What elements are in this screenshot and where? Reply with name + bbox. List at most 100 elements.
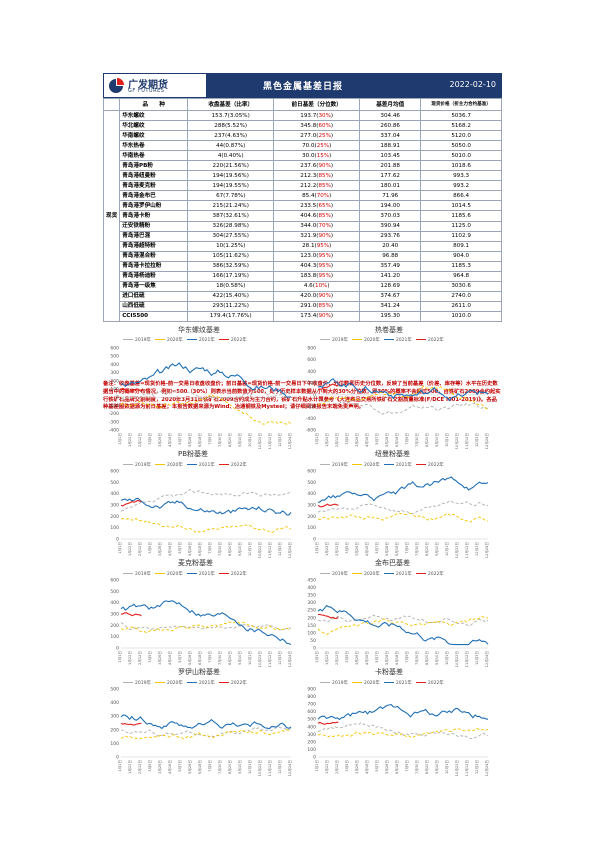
y-tick-label: 0 <box>313 537 316 543</box>
chart-title: 麦克粉基差 <box>178 559 213 567</box>
chart-title: 华东螺纹基差 <box>178 326 220 334</box>
y-tick-label: 500 <box>307 480 316 486</box>
x-tick-label: 12月3日 <box>474 433 479 447</box>
x-tick-label: 9月10日 <box>237 542 242 556</box>
row-prev-basis: 233.5(65%) <box>273 200 361 212</box>
table-header-row: 品 种 收盘基差（比率） 前日基差（分位数） 基差月均值 现货价格（折主力合约基… <box>102 98 502 111</box>
y-tick-label: 600 <box>307 469 316 475</box>
x-tick-label: 3月5日 <box>147 760 152 772</box>
y-tick-label: 400 <box>307 585 316 591</box>
series-line-2021年 <box>120 497 292 516</box>
x-tick-label: 7月30日 <box>217 760 222 774</box>
series-line-2020年 <box>317 616 489 636</box>
x-tick-label: 5月28日 <box>187 651 192 665</box>
legend-item: 2022年 <box>415 337 444 343</box>
y-tick-label: 200 <box>307 739 316 745</box>
table-header-cell: 现货价格（折主力合约基准） <box>420 98 502 111</box>
x-tick-label: 3月26日 <box>157 542 162 556</box>
row-spot-price: 1010.0 <box>420 310 502 322</box>
row-basis: 67(7.78%) <box>187 190 275 202</box>
y-tick-label: 600 <box>110 469 119 475</box>
table-side-label: 现货 <box>102 110 121 322</box>
table-row: CCI5500 179.4(17.76%) 173.4(90%) 195.30 1010… <box>104 310 502 322</box>
row-monthly-avg: 337.04 <box>359 130 422 142</box>
row-monthly-avg: 201.88 <box>359 160 422 172</box>
x-tick-label: 4月16日 <box>364 651 369 665</box>
legend-item: 2021年 <box>383 462 412 468</box>
prev-value: 85.4 <box>302 192 315 199</box>
y-tick-label: 300 <box>110 370 119 376</box>
percentile: 90% <box>318 162 331 169</box>
row-prev-basis: 4.6(10%) <box>273 280 361 292</box>
x-tick-label: 1月1日 <box>117 433 122 445</box>
x-tick-label: 10月22日 <box>454 433 459 449</box>
y-tick-label: 100 <box>110 387 119 393</box>
row-prev-basis: 212.2(85%) <box>273 180 361 192</box>
y-tick-label: 600 <box>110 578 119 584</box>
legend-item: 2022年 <box>415 571 444 577</box>
y-tick-label: -100 <box>109 403 119 409</box>
legend-item: 2021年 <box>383 680 412 686</box>
y-tick-label: 100 <box>110 741 119 747</box>
y-tick-label: 900 <box>307 687 316 693</box>
x-tick-label: 1月22日 <box>324 760 329 774</box>
series-line-2022年 <box>317 503 339 508</box>
y-tick-label: 700 <box>307 702 316 708</box>
row-basis: 4(0.40%) <box>187 150 275 162</box>
x-tick-label: 8月20日 <box>227 760 232 774</box>
table-row: 青岛港卡粉 387(32.61%) 404.6(85%) 370.03 1185.6 <box>104 210 502 222</box>
row-spot-price: 5168.2 <box>420 120 502 132</box>
x-tick-label: 8月20日 <box>227 651 232 665</box>
row-monthly-avg: 128.69 <box>359 280 422 292</box>
x-tick-label: 7月30日 <box>217 433 222 447</box>
row-spot-price: 2611.0 <box>420 300 502 312</box>
percentile: 25% <box>316 142 330 149</box>
x-tick-label: 3月5日 <box>147 651 152 663</box>
x-tick-label: 2月12日 <box>137 542 142 556</box>
y-tick-label: 600 <box>307 357 316 363</box>
legend-item: 2020年 <box>351 337 380 343</box>
y-tick-label: 200 <box>307 381 316 387</box>
row-monthly-avg: 71.96 <box>359 190 422 202</box>
x-tick-label: 4月16日 <box>364 433 369 447</box>
y-tick-label: 400 <box>110 700 119 706</box>
row-basis: 386(32.59%) <box>187 260 275 272</box>
row-prev-basis: 173.4(90%) <box>273 310 361 322</box>
legend-item: 2020年 <box>154 680 183 686</box>
row-spot-price: 2740.0 <box>420 290 502 302</box>
x-tick-label: 1月1日 <box>314 760 319 772</box>
row-monthly-avg: 304.46 <box>359 109 422 122</box>
x-tick-label: 4月16日 <box>167 433 172 447</box>
percentile: 90% <box>318 233 331 240</box>
y-tick-label: 0 <box>313 392 316 398</box>
row-name: 青岛港杨迪粉 <box>119 270 189 282</box>
percentile: 65% <box>318 202 331 209</box>
basis-chart: 纽曼粉基差 2019年 2020年 2021年 2022年 600 500 400 300 200… <box>300 450 494 564</box>
x-tick-label: 6月18日 <box>197 651 202 665</box>
chart-title: 金布巴基差 <box>375 559 410 567</box>
row-prev-basis: 70.0(25%) <box>273 140 361 152</box>
y-tick-label: 100 <box>110 525 119 531</box>
row-spot-price: 866.4 <box>420 190 502 202</box>
x-tick-label: 8月20日 <box>424 433 429 447</box>
row-spot-price: 904.0 <box>420 250 502 262</box>
table-row: 青岛港纽曼粉 194(19.56%) 212.3(85%) 177.62 993.3 <box>104 170 502 182</box>
row-prev-basis: 420.0(90%) <box>273 290 361 302</box>
row-name: 青岛港一级焦 <box>119 280 189 292</box>
series-line-2022年 <box>120 612 142 617</box>
table-row: 山西低硫 293(11.22%) 291.0(85%) 341.24 2611.0 <box>104 300 502 312</box>
x-tick-label: 9月10日 <box>434 760 439 774</box>
x-tick-label: 12月24日 <box>484 542 489 558</box>
x-tick-label: 4月16日 <box>167 542 172 556</box>
x-tick-label: 10月22日 <box>257 651 262 667</box>
prev-value: 404.3 <box>300 263 317 270</box>
prev-value: 345.8 <box>300 122 317 129</box>
legend-item: 2019年 <box>123 680 151 686</box>
x-tick-label: 9月10日 <box>434 433 439 447</box>
row-name: 迁安铁精粉 <box>119 220 189 232</box>
legend-item: 2020年 <box>351 680 380 686</box>
x-tick-label: 11月12日 <box>464 651 469 667</box>
prev-value: 70.0 <box>302 142 315 149</box>
x-tick-label: 10月22日 <box>257 760 262 776</box>
x-tick-label: 2月12日 <box>334 760 339 774</box>
